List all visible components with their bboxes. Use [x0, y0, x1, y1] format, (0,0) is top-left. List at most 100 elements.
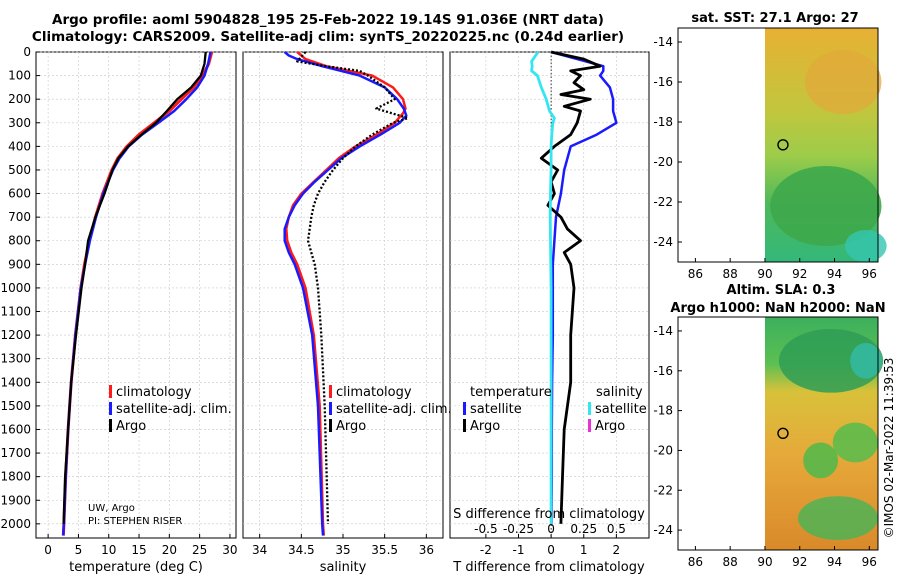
depth-tick-label: 700: [8, 210, 31, 224]
sst-map-frame: [677, 27, 879, 263]
map-x-tick-label: 92: [792, 555, 807, 569]
sla-float-marker: [777, 427, 789, 440]
legend-swatch-argo: [109, 419, 112, 432]
legend-swatch-sal-satellite: [588, 402, 591, 415]
x-tick-label: 35.5: [371, 543, 398, 557]
depth-tick-label: 2000: [0, 517, 31, 531]
sst-cool-patch: [770, 166, 882, 246]
sla-y-ticks: -14 -16 -18 -20 -22 -24: [653, 324, 682, 537]
title-line-2: Climatology: CARS2009. Satellite-adj cli…: [31, 29, 625, 45]
temperature-ticks: 0 5 10 15 20 25 30: [44, 534, 238, 557]
temperature-panel: 0 5 10 15 20 25 30 temperature (deg C) climato…: [35, 51, 238, 575]
map-x-tick-label: 86: [688, 555, 703, 569]
map-x-tick-label: 96: [862, 267, 877, 281]
salinity-ticks: 34 34.5 35 35.5 36: [252, 534, 434, 557]
depth-tick-label: 800: [8, 234, 31, 248]
temperature-legend: climatology satellite-adj. clim. Argo: [109, 385, 232, 434]
legend-swatch-climatology: [329, 385, 332, 398]
difference-xlabel: T difference from climatology: [452, 560, 645, 575]
sla-cyan-patch: [850, 342, 882, 379]
map-y-tick-label: -14: [653, 35, 673, 49]
map-x-tick-label: 94: [827, 555, 842, 569]
sla-map-title-1: Altim. SLA: 0.3: [727, 283, 836, 298]
x-tick-label: 10: [101, 543, 116, 557]
x-tick-label: 30: [222, 543, 237, 557]
series-line-argo: [62, 51, 207, 524]
legend-label-satellite: satellite-adj. clim.: [336, 402, 452, 417]
imos-watermark: ©IMOS 02-Mar-2022 11:39:53: [882, 358, 896, 539]
temperature-xlabel: temperature (deg C): [69, 560, 203, 575]
x-tick-label: 5: [75, 543, 83, 557]
map-y-tick-label: -16: [653, 75, 673, 89]
depth-tick-label: 1300: [0, 352, 31, 366]
x-tick-label: -1: [513, 543, 525, 557]
x-tick-label: 25: [192, 543, 207, 557]
map-y-tick-label: -20: [653, 155, 673, 169]
map-x-tick-label: 88: [723, 267, 738, 281]
legend-swatch-satellite: [109, 402, 112, 415]
depth-tick-label: 1700: [0, 446, 31, 460]
depth-tick-label: 1000: [0, 281, 31, 295]
salinity-legend: climatology satellite-adj. clim. Argo: [329, 385, 452, 434]
sst-map-title: sat. SST: 27.1 Argo: 27: [691, 11, 858, 26]
depth-tick-label: 900: [8, 257, 31, 271]
sla-green-eddy-2: [832, 422, 878, 463]
map-x-tick-label: 96: [862, 555, 877, 569]
legend-label-temp-argo: Argo: [470, 419, 500, 434]
x2-tick-label: -0.25: [503, 522, 534, 536]
depth-tick-label: 1400: [0, 375, 31, 389]
legend-label-climatology: climatology: [116, 385, 192, 400]
difference-ticks: -2 -1 0 1 2: [480, 534, 620, 557]
legend-label-argo: Argo: [336, 419, 366, 434]
map-x-tick-label: 94: [827, 267, 842, 281]
map-y-tick-label: -24: [653, 235, 673, 249]
map-y-tick-label: -24: [653, 523, 673, 537]
temperature-grid: [36, 51, 236, 538]
x-tick-label: 0: [547, 543, 555, 557]
depth-tick-label: 1900: [0, 493, 31, 507]
x-tick-label: 20: [162, 543, 177, 557]
legend-title-salinity: salinity: [596, 385, 643, 400]
depth-tick-label: 0: [23, 45, 31, 59]
sla-map-frame: [677, 316, 879, 551]
map-y-tick-label: -20: [653, 443, 673, 457]
depth-tick-label: 600: [8, 187, 31, 201]
series-line-satellite-adj-clim-: [283, 51, 408, 536]
depth-tick-label: 400: [8, 139, 31, 153]
attribution-line-2: PI: STEPHEN RISER: [88, 516, 182, 527]
map-x-tick-label: 88: [723, 555, 738, 569]
map-y-tick-label: -22: [653, 195, 673, 209]
depth-tick-label: 500: [8, 163, 31, 177]
depth-tick-label: 200: [8, 92, 31, 106]
depth-tick-label: 300: [8, 116, 31, 130]
depth-tick-label: 1200: [0, 328, 31, 342]
salinity-lines: [283, 51, 410, 536]
depth-tick-label: 1100: [0, 305, 31, 319]
x-tick-label: 34: [252, 543, 267, 557]
map-y-tick-label: -18: [653, 404, 673, 418]
sst-warm-patch: [804, 50, 882, 114]
difference-top-xlabel: S difference from climatology: [453, 507, 645, 522]
x-tick-label: 0: [44, 543, 52, 557]
legend-label-temp-satellite: satellite: [470, 402, 522, 417]
salinity-panel: 34 34.5 35 35.5 36 salinity climatology sate…: [242, 51, 452, 575]
page-title: Argo profile: aoml 5904828_195 25-Feb-20…: [8, 12, 648, 46]
sla-map-panel: Altim. SLA: 0.3 Argo h1000: NaN h2000: N…: [653, 283, 885, 569]
sst-cyan-patch: [844, 230, 887, 262]
difference-salinity-ticks: -0.5 -0.25 0 0.25 0.5: [474, 522, 626, 536]
legend-swatch-temp-satellite: [463, 402, 466, 415]
sla-green-eddy-1: [803, 442, 838, 479]
x-tick-label: 2: [613, 543, 621, 557]
difference-legend: temperature satellite Argo salinity sate…: [463, 385, 647, 434]
sst-y-ticks: -14 -16 -18 -20 -22 -24: [653, 35, 682, 249]
sst-x-ticks: 86 88 90 92 94 96: [688, 258, 877, 281]
legend-swatch-climatology: [109, 385, 112, 398]
series-line-temperature-argo: [539, 50, 602, 524]
depth-axis: 0 100 200 300 400 500 600 700 800 900 1000 1100 1200…: [0, 45, 40, 531]
legend-label-argo: Argo: [116, 419, 146, 434]
depth-tick-label: 1500: [0, 399, 31, 413]
sst-map-panel: sat. SST: 27.1 Argo: 27 86 88 90 92 94 96 -14…: [653, 11, 887, 281]
attribution-line-1: UW, Argo: [88, 503, 135, 514]
temperature-lines: [61, 51, 214, 536]
map-x-tick-label: 86: [688, 267, 703, 281]
